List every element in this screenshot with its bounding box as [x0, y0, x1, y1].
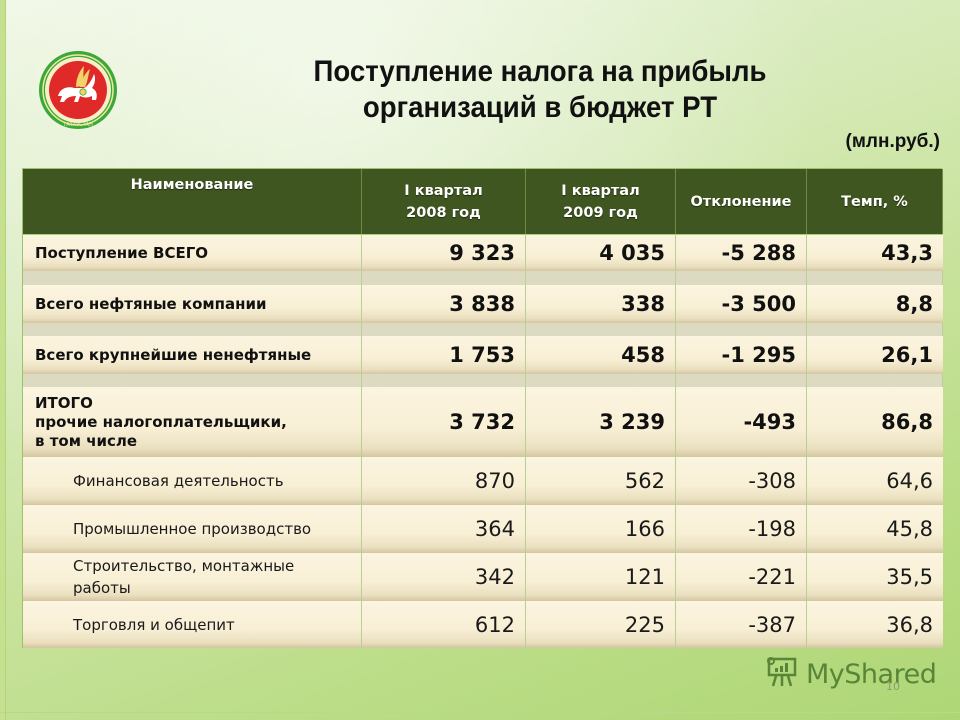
cell-rate: 64,6: [807, 457, 943, 505]
header-q1-2009: I квартал 2009 год: [526, 169, 676, 234]
cell-deviation: -3 500: [676, 285, 807, 323]
cell-q1-2009: 225: [526, 601, 676, 648]
header-rate: Темп, %: [807, 169, 943, 234]
cell-q1-2008: 342: [362, 553, 526, 601]
cell-rate: 43,3: [807, 235, 943, 271]
cell-rate: 8,8: [807, 285, 943, 323]
row-spacer: [23, 374, 943, 387]
cell-deviation: -5 288: [676, 235, 807, 271]
row-spacer: [23, 323, 943, 336]
bottom-divider: [0, 712, 960, 713]
table-row: Финансовая деятельность 870 562 -308 64,…: [23, 457, 943, 505]
table-row: Всего крупнейшие ненефтяные 1 753 458 -1…: [23, 336, 943, 374]
title-line-1: Поступление налога на прибыль: [313, 55, 767, 88]
table-row: Торговля и общепит 612 225 -387 36,8: [23, 601, 943, 648]
row-name: Финансовая деятельность: [23, 457, 362, 505]
cell-q1-2008: 364: [362, 505, 526, 553]
cell-rate: 86,8: [807, 387, 943, 457]
cell-rate: 35,5: [807, 553, 943, 601]
cell-q1-2009: 121: [526, 553, 676, 601]
row-name: ИТОГО прочие налогоплательщики, в том чи…: [23, 387, 362, 457]
cell-q1-2008: 3 732: [362, 387, 526, 457]
row-name: Торговля и общепит: [23, 601, 362, 648]
table-row: ИТОГО прочие налогоплательщики, в том чи…: [23, 387, 943, 457]
cell-q1-2008: 870: [362, 457, 526, 505]
header-q1-2008: I квартал 2008 год: [362, 169, 526, 234]
myshared-watermark: MyShared: [766, 656, 937, 692]
cell-deviation: -387: [676, 601, 807, 648]
row-name: Поступление ВСЕГО: [23, 235, 362, 271]
cell-q1-2009: 166: [526, 505, 676, 553]
units-label: (млн.руб.): [845, 131, 940, 152]
slide-left-edge: [0, 0, 6, 720]
table-row: Поступление ВСЕГО 9 323 4 035 -5 288 43,…: [23, 235, 943, 271]
cell-deviation: -1 295: [676, 336, 807, 374]
header-deviation: Отклонение: [676, 169, 807, 234]
row-name: Строительство, монтажные работы: [23, 553, 362, 601]
table-row: Строительство, монтажные работы 342 121 …: [23, 553, 943, 601]
cell-rate: 45,8: [807, 505, 943, 553]
presentation-board-icon: [766, 656, 800, 692]
cell-rate: 36,8: [807, 601, 943, 648]
cell-deviation: -493: [676, 387, 807, 457]
cell-deviation: -198: [676, 505, 807, 553]
cell-q1-2009: 3 239: [526, 387, 676, 457]
cell-rate: 26,1: [807, 336, 943, 374]
table-header-row: Наименование I квартал 2008 год I квартал…: [23, 169, 943, 234]
cell-q1-2008: 1 753: [362, 336, 526, 374]
cell-q1-2009: 562: [526, 457, 676, 505]
title-line-2: организаций в бюджет РТ: [362, 91, 718, 124]
cell-q1-2008: 3 838: [362, 285, 526, 323]
cell-q1-2008: 612: [362, 601, 526, 648]
cell-q1-2008: 9 323: [362, 235, 526, 271]
watermark-text: MyShared: [806, 658, 937, 690]
header-name: Наименование: [23, 169, 362, 234]
tax-revenue-table: Наименование I квартал 2008 год I квартал…: [22, 168, 943, 648]
cell-q1-2009: 4 035: [526, 235, 676, 271]
tatarstan-emblem-icon: ТАТАРСТАН: [38, 50, 118, 130]
row-spacer: [23, 271, 943, 285]
row-name: Всего нефтяные компании: [23, 285, 362, 323]
slide-title: Поступление налога на прибыль организаци…: [227, 54, 853, 126]
cell-deviation: -221: [676, 553, 807, 601]
page-number: 10: [886, 680, 900, 693]
cell-deviation: -308: [676, 457, 807, 505]
table-row: Промышленное производство 364 166 -198 4…: [23, 505, 943, 553]
row-name: Промышленное производство: [23, 505, 362, 553]
table-row: Всего нефтяные компании 3 838 338 -3 500…: [23, 285, 943, 323]
svg-text:ТАТАРСТАН: ТАТАРСТАН: [62, 122, 93, 128]
cell-q1-2009: 338: [526, 285, 676, 323]
row-name: Всего крупнейшие ненефтяные: [23, 336, 362, 374]
cell-q1-2009: 458: [526, 336, 676, 374]
